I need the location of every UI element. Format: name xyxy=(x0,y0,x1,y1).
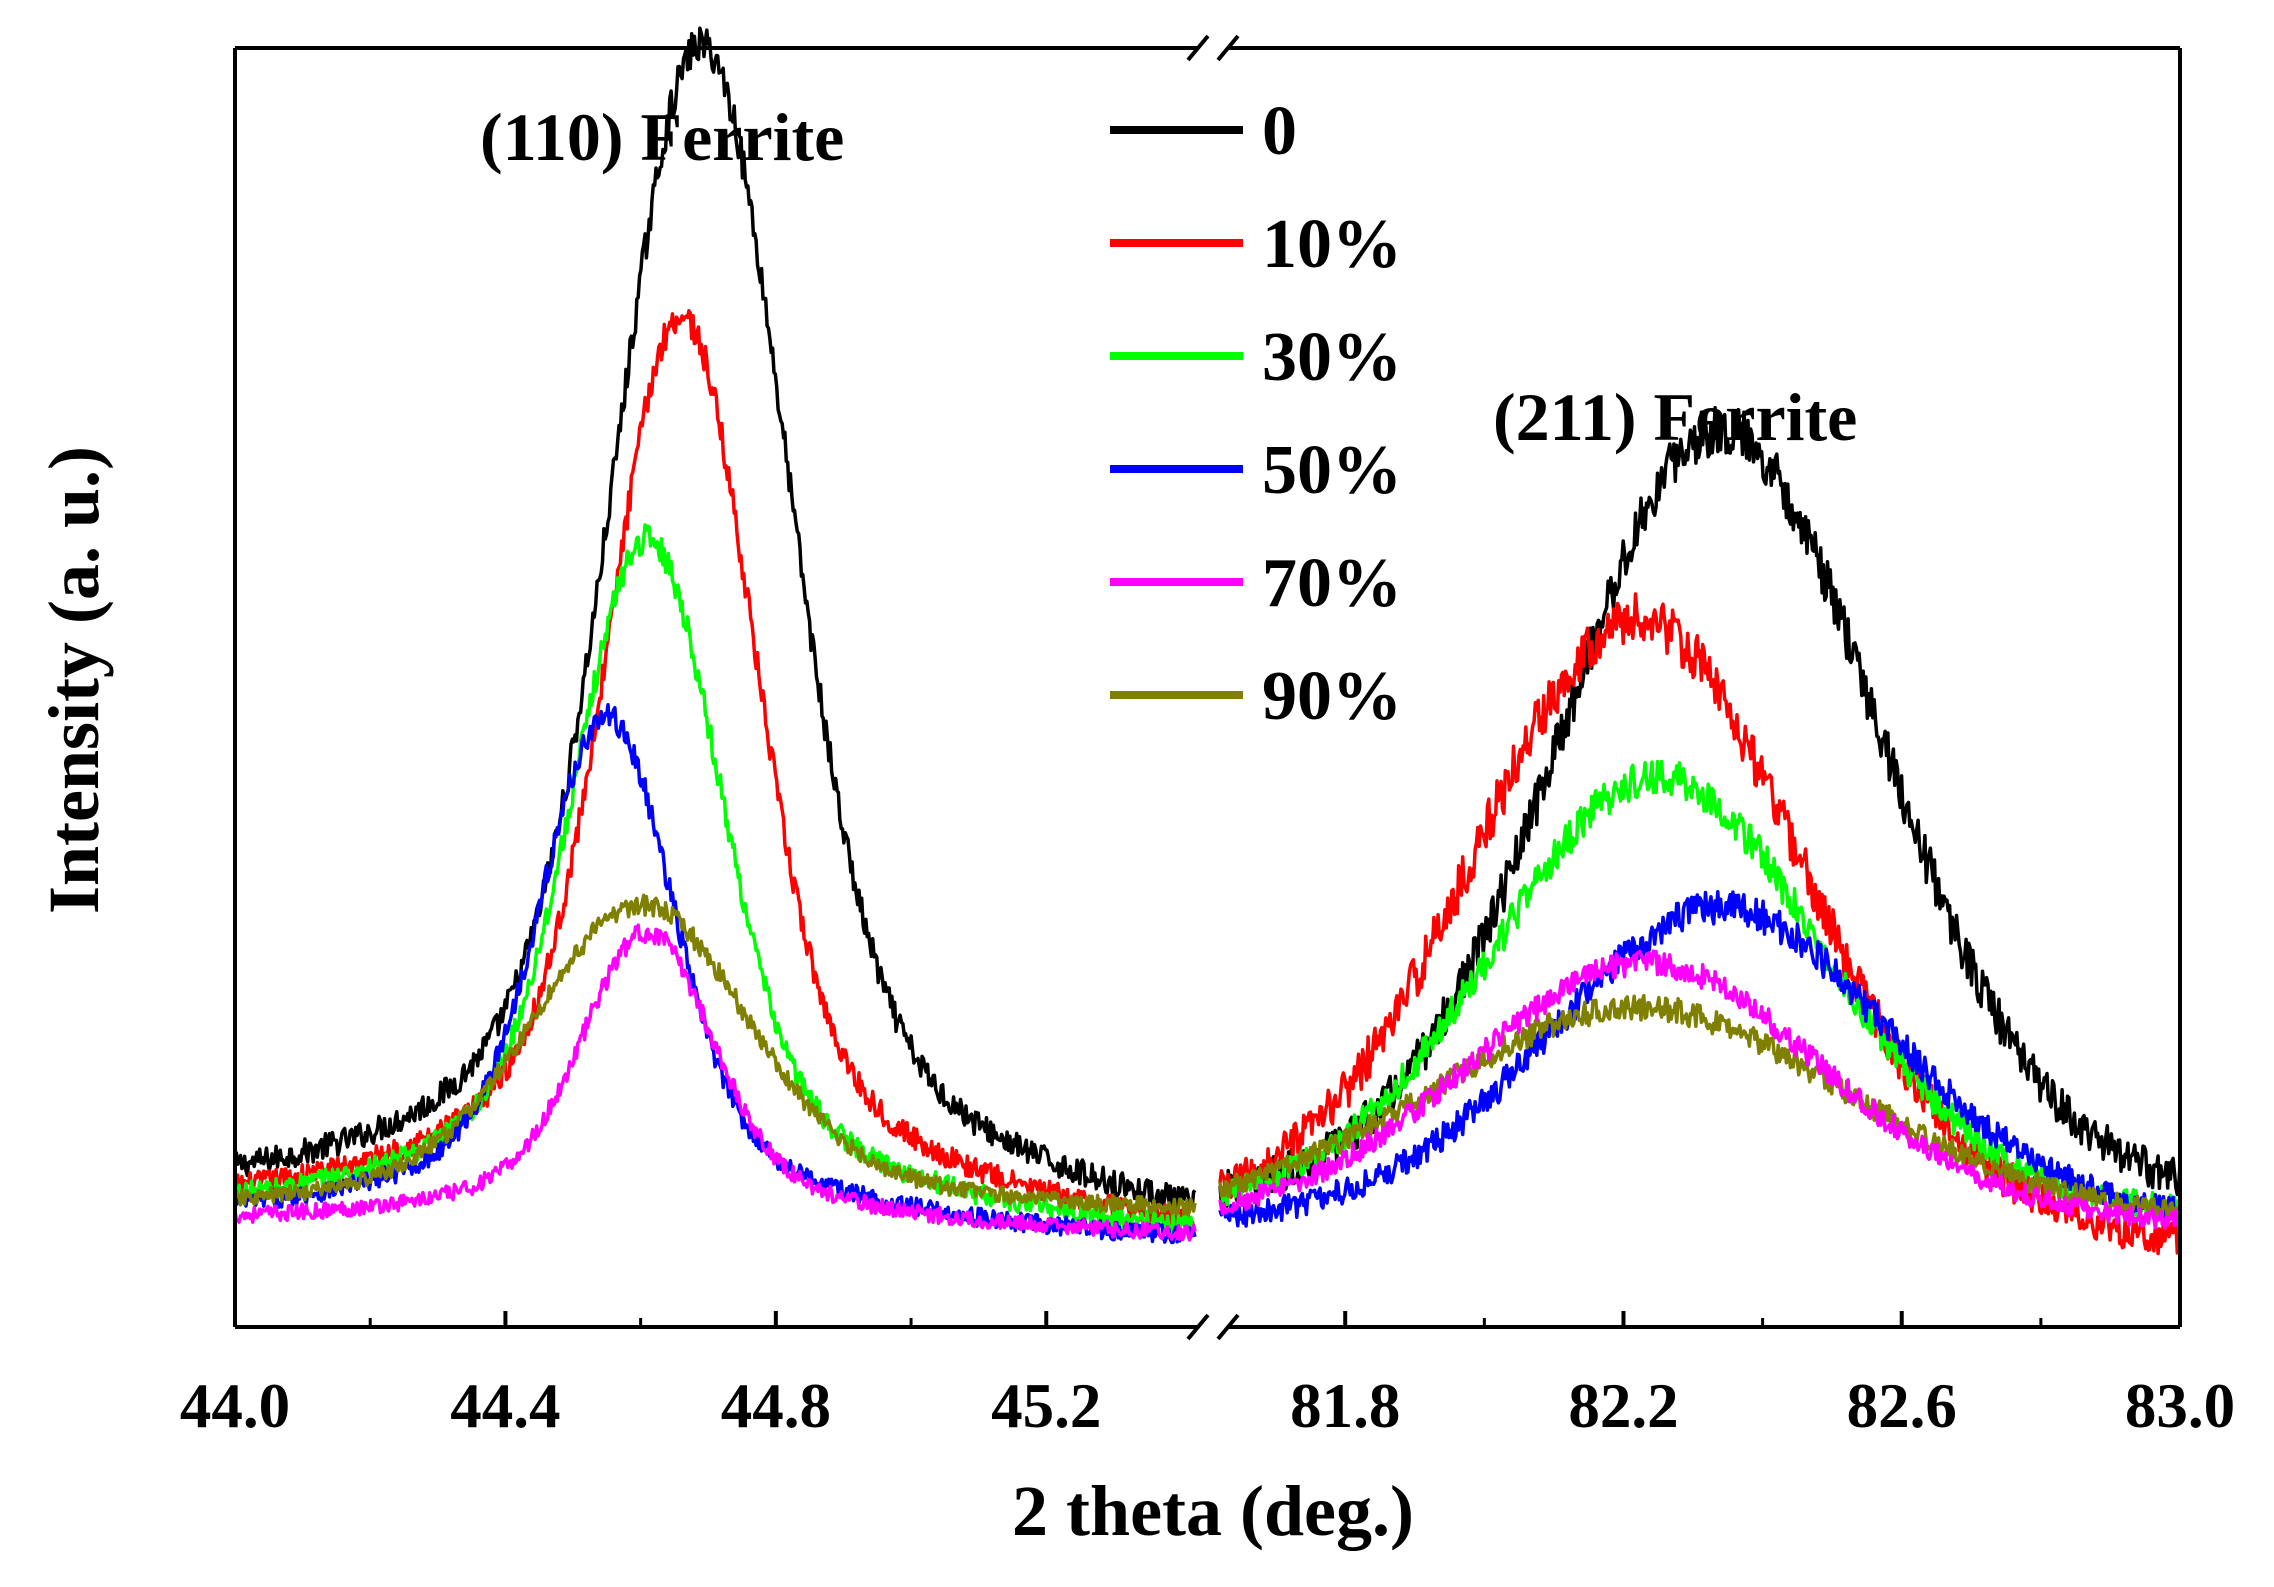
break-mark-top-1 xyxy=(1186,34,1210,62)
x-tick-label-44.8: 44.8 xyxy=(721,1371,831,1441)
plot-lines xyxy=(233,26,2182,1258)
series-line-90pct-left xyxy=(233,893,1197,1217)
x-tick-labels: 44.0 44.4 44.8 45.2 81.8 82.2 82.6 83.0 xyxy=(180,1371,2235,1441)
y-axis-title: Intensity (a. u.) xyxy=(34,446,114,914)
x-tick-label-44.4: 44.4 xyxy=(450,1371,560,1441)
x-tick-label-82.2: 82.2 xyxy=(1568,1371,1678,1441)
series-line-0-right xyxy=(1218,405,2182,1209)
series-line-50pct-right xyxy=(1218,889,2182,1228)
series-line-90pct-right xyxy=(1218,993,2181,1222)
axis-breaks xyxy=(1186,34,1240,1341)
x-tick-label-45.2: 45.2 xyxy=(991,1371,1101,1441)
series-line-50pct-left xyxy=(233,702,1197,1245)
series-line-30pct-right xyxy=(1218,759,2182,1220)
series-line-70pct-left xyxy=(233,923,1197,1242)
peak-label-211: (211) Ferrite xyxy=(1493,379,1857,455)
peak-label-110: (110) Ferrite xyxy=(480,99,844,175)
break-mark-top-2 xyxy=(1216,34,1240,62)
series-line-10pct-right xyxy=(1218,592,2182,1258)
x-tick-label-44.0: 44.0 xyxy=(180,1371,290,1441)
x-axis-title: 2 theta (deg.) xyxy=(1012,1471,1414,1551)
break-mark-bottom-1 xyxy=(1186,1313,1210,1341)
series-line-0-left xyxy=(233,26,1197,1210)
break-mark-bottom-2 xyxy=(1216,1313,1240,1341)
axes-frame xyxy=(233,46,2182,1329)
legend-label-50pct: 50% xyxy=(1262,432,1402,509)
x-tick-label-82.6: 82.6 xyxy=(1847,1371,1957,1441)
legend-label-90pct: 90% xyxy=(1262,658,1402,735)
legend-label-10pct: 10% xyxy=(1262,206,1402,283)
x-tick-label-83.0: 83.0 xyxy=(2125,1371,2235,1441)
series-line-70pct-right xyxy=(1218,949,2182,1230)
legend: 0 10% 30% 50% 70% 90% xyxy=(1110,93,1402,735)
x-tick-label-81.8: 81.8 xyxy=(1290,1371,1400,1441)
legend-label-0: 0 xyxy=(1262,93,1297,170)
x-ticks xyxy=(233,1311,2182,1327)
legend-label-70pct: 70% xyxy=(1262,545,1402,622)
legend-label-30pct: 30% xyxy=(1262,319,1402,396)
